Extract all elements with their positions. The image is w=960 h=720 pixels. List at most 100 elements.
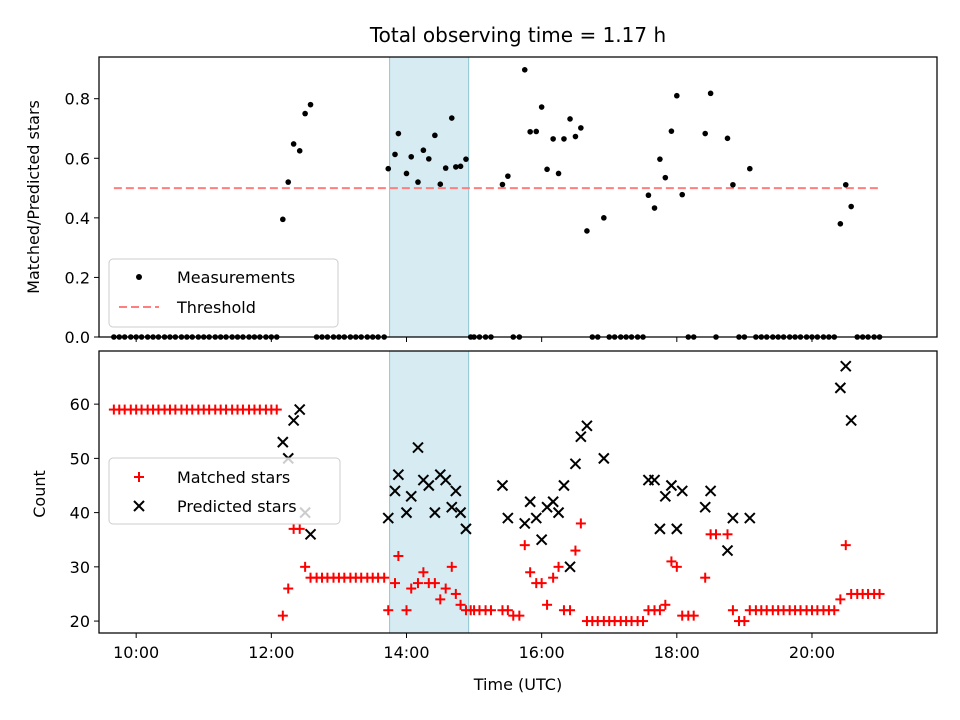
y-tick-label: 20 <box>70 612 90 631</box>
predicted-star-d2 <box>648 474 661 486</box>
measurement-point <box>392 151 398 158</box>
predicted-star-point <box>400 506 413 519</box>
matched-star-point <box>565 605 576 616</box>
matched-star-point <box>711 529 722 540</box>
measurement-point <box>555 170 562 177</box>
matched-star-point <box>727 605 738 616</box>
legend-predicted-marker <box>133 500 145 512</box>
y-tick-label: 0.6 <box>65 149 90 168</box>
y-tick-label: 50 <box>70 449 90 468</box>
predicted-star-d2 <box>564 561 576 573</box>
y-tick-label: 30 <box>70 558 90 577</box>
matched-star-point <box>406 583 417 594</box>
predicted-star-d2 <box>569 458 582 470</box>
predicted-star-d2 <box>530 512 542 524</box>
predicted-star-d2 <box>535 534 548 546</box>
predicted-star-d2 <box>598 452 610 465</box>
predicted-star-d2 <box>450 485 462 497</box>
predicted-star-d2 <box>665 479 678 492</box>
matched-star-point <box>536 578 547 589</box>
predicted-star-point <box>699 501 711 513</box>
measurement-point <box>567 116 573 122</box>
measurement-point <box>702 130 708 137</box>
y-tick-label: 0.2 <box>65 268 90 287</box>
predicted-star-point <box>581 420 593 432</box>
predicted-star-point <box>845 414 857 427</box>
y-tick-label: 0.8 <box>65 90 90 109</box>
matched-star-point <box>440 583 451 594</box>
predicted-star-point <box>648 474 661 486</box>
matched-star-point <box>300 561 311 572</box>
predicted-star-point <box>547 496 559 508</box>
predicted-star-point <box>552 506 565 519</box>
matched-star-point <box>418 567 429 578</box>
predicted-star-point <box>454 506 467 519</box>
measurement-point <box>290 141 297 147</box>
predicted-star-d2 <box>699 501 711 513</box>
predicted-star-d2 <box>417 474 430 486</box>
predicted-star-d2 <box>524 496 536 508</box>
x-tick-label: 10:00 <box>113 643 159 662</box>
bottom-y-ticks: 20 30 40 50 60 <box>70 395 99 631</box>
measurement-point <box>505 173 511 179</box>
predicted-star-d2 <box>277 436 289 448</box>
matched-star-point <box>525 567 536 578</box>
predicted-star-point <box>530 512 542 524</box>
top-legend-box <box>108 258 339 328</box>
predicted-star-point <box>659 490 672 503</box>
measurement-point <box>280 216 286 223</box>
matched-star-point <box>514 610 525 621</box>
legend-predicted-label: Predicted stars <box>177 497 297 516</box>
matched-star-point <box>829 605 840 616</box>
matched-star-point <box>390 578 401 589</box>
matched-star-point <box>835 594 846 605</box>
measurement-point <box>601 215 607 221</box>
top-y-ticks: 0.0 0.2 0.4 0.6 0.8 <box>65 90 99 347</box>
x-tick-label: 12:00 <box>248 643 294 662</box>
matched-star-point <box>874 588 885 599</box>
predicted-star-point <box>558 479 570 492</box>
matched-star-point <box>700 572 711 583</box>
matched-star-point <box>688 610 699 621</box>
predicted-star-d2 <box>575 430 587 443</box>
matched-star-point <box>553 561 564 572</box>
matched-star-point <box>638 616 649 627</box>
predicted-star-point <box>392 468 405 481</box>
predicted-star-d2 <box>671 523 683 535</box>
predicted-star-d2 <box>547 496 559 508</box>
y-tick-label: 40 <box>70 504 90 523</box>
predicted-star-d2 <box>389 485 401 497</box>
predicted-star-d2 <box>400 506 413 519</box>
predicted-star-point <box>423 479 435 492</box>
predicted-star-d2 <box>429 506 441 519</box>
predicted-star-d2 <box>552 506 565 519</box>
predicted-star-point <box>412 441 424 454</box>
predicted-star-point <box>721 544 734 557</box>
measurement-point <box>657 156 663 162</box>
bottom-y-axis-label: Count <box>30 470 49 518</box>
measurement-point <box>848 203 854 210</box>
predicted-star-point <box>287 414 300 427</box>
measurement-point <box>842 181 849 188</box>
matched-stars-points <box>108 404 885 627</box>
chart-title: Total observing time = 1.17 h <box>369 23 666 47</box>
predicted-star-d2 <box>405 490 417 503</box>
predicted-star-point <box>524 496 536 508</box>
measurement-point <box>425 156 432 162</box>
measurement-point <box>285 179 292 185</box>
predicted-star-d2 <box>840 360 852 372</box>
measurement-point <box>302 110 308 117</box>
predicted-star-d2 <box>446 501 458 513</box>
measurement-point <box>584 228 590 234</box>
measurement-point <box>307 101 314 108</box>
predicted-star-d2 <box>834 382 847 394</box>
predicted-star-point <box>294 403 306 416</box>
legend-matched-label: Matched stars <box>177 468 290 487</box>
predicted-star-point <box>502 512 514 524</box>
measurement-point <box>578 125 584 131</box>
matched-star-point <box>401 605 412 616</box>
predicted-star-point <box>598 452 610 465</box>
matched-star-point <box>277 610 288 621</box>
measurement-point <box>544 166 550 173</box>
predicted-star-d2 <box>704 485 717 497</box>
